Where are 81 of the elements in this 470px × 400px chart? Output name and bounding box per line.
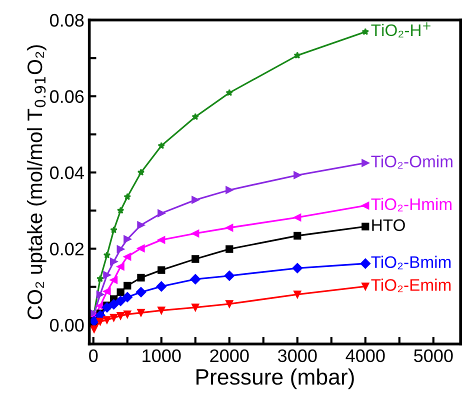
- point: [137, 308, 145, 317]
- x-tick-label: 2000: [210, 349, 249, 362]
- point: [192, 196, 200, 204]
- point: [226, 88, 234, 96]
- point: [137, 221, 145, 229]
- point: [116, 206, 124, 214]
- series-label: TiO₂-Bmim: [371, 256, 451, 270]
- y-tick-label: 0.06: [50, 90, 84, 103]
- point: [158, 306, 166, 314]
- point: [190, 274, 200, 284]
- point: [96, 318, 104, 326]
- point: [110, 258, 118, 266]
- point: [226, 300, 234, 308]
- point: [137, 168, 145, 176]
- point: [103, 271, 111, 279]
- point: [158, 142, 166, 150]
- point: [158, 236, 166, 244]
- x-tick-label: 5000: [414, 349, 453, 362]
- point: [103, 316, 111, 324]
- point: [103, 288, 111, 296]
- point: [96, 275, 104, 282]
- point: [124, 193, 132, 200]
- point: [124, 252, 132, 261]
- point: [226, 224, 234, 232]
- point: [224, 270, 234, 281]
- point: [362, 28, 370, 36]
- point: [362, 282, 370, 290]
- point: [116, 262, 124, 270]
- point: [226, 245, 234, 253]
- series-label: TiO₂-Omim: [371, 155, 452, 169]
- series-label: TiO₂-H$^{+}$: [371, 22, 430, 38]
- series-label: TiO₂-Hmim: [371, 198, 452, 212]
- point: [96, 290, 104, 298]
- x-tick-label: 0: [89, 349, 98, 362]
- point: [362, 202, 370, 210]
- point: [294, 232, 302, 240]
- point: [360, 258, 371, 269]
- y-tick-label: 0.04: [50, 166, 84, 180]
- y-tick-label: 0.02: [50, 242, 84, 256]
- point: [294, 290, 302, 298]
- point: [294, 52, 302, 59]
- point: [102, 302, 112, 313]
- point: [108, 299, 119, 310]
- point: [116, 288, 124, 296]
- x-axis-title: Pressure (mbar): [196, 368, 354, 390]
- point: [192, 304, 200, 312]
- point: [292, 263, 303, 274]
- point: [124, 235, 132, 243]
- point: [116, 312, 124, 320]
- x-tick-label: 4000: [346, 349, 385, 362]
- point: [90, 325, 98, 333]
- series-label: TiO₂-Emim: [371, 278, 451, 292]
- point: [158, 266, 166, 274]
- point: [124, 310, 132, 318]
- point: [192, 255, 200, 263]
- point: [103, 251, 111, 258]
- point: [122, 292, 132, 302]
- point: [362, 222, 370, 230]
- series-label: HTO: [372, 219, 405, 232]
- point: [110, 314, 118, 322]
- point: [110, 226, 118, 234]
- point: [110, 276, 118, 284]
- point: [226, 186, 234, 194]
- point: [115, 296, 126, 306]
- y-tick-label: 0.08: [50, 14, 84, 27]
- point: [362, 159, 370, 167]
- point: [137, 244, 145, 252]
- point: [137, 274, 145, 282]
- point: [156, 281, 166, 292]
- x-tick-label: 3000: [278, 349, 317, 362]
- point: [136, 287, 146, 298]
- y-axis-title: CO₂ uptake (mol/mol T$_{0.91}$O₂): [26, 45, 46, 320]
- x-tick-label: 1000: [142, 349, 181, 362]
- point: [158, 209, 166, 218]
- y-tick-label: 0.00: [50, 318, 84, 332]
- point: [294, 214, 302, 222]
- point: [124, 282, 132, 290]
- point: [294, 171, 302, 179]
- point: [192, 113, 200, 120]
- point: [116, 245, 124, 253]
- point: [192, 230, 200, 238]
